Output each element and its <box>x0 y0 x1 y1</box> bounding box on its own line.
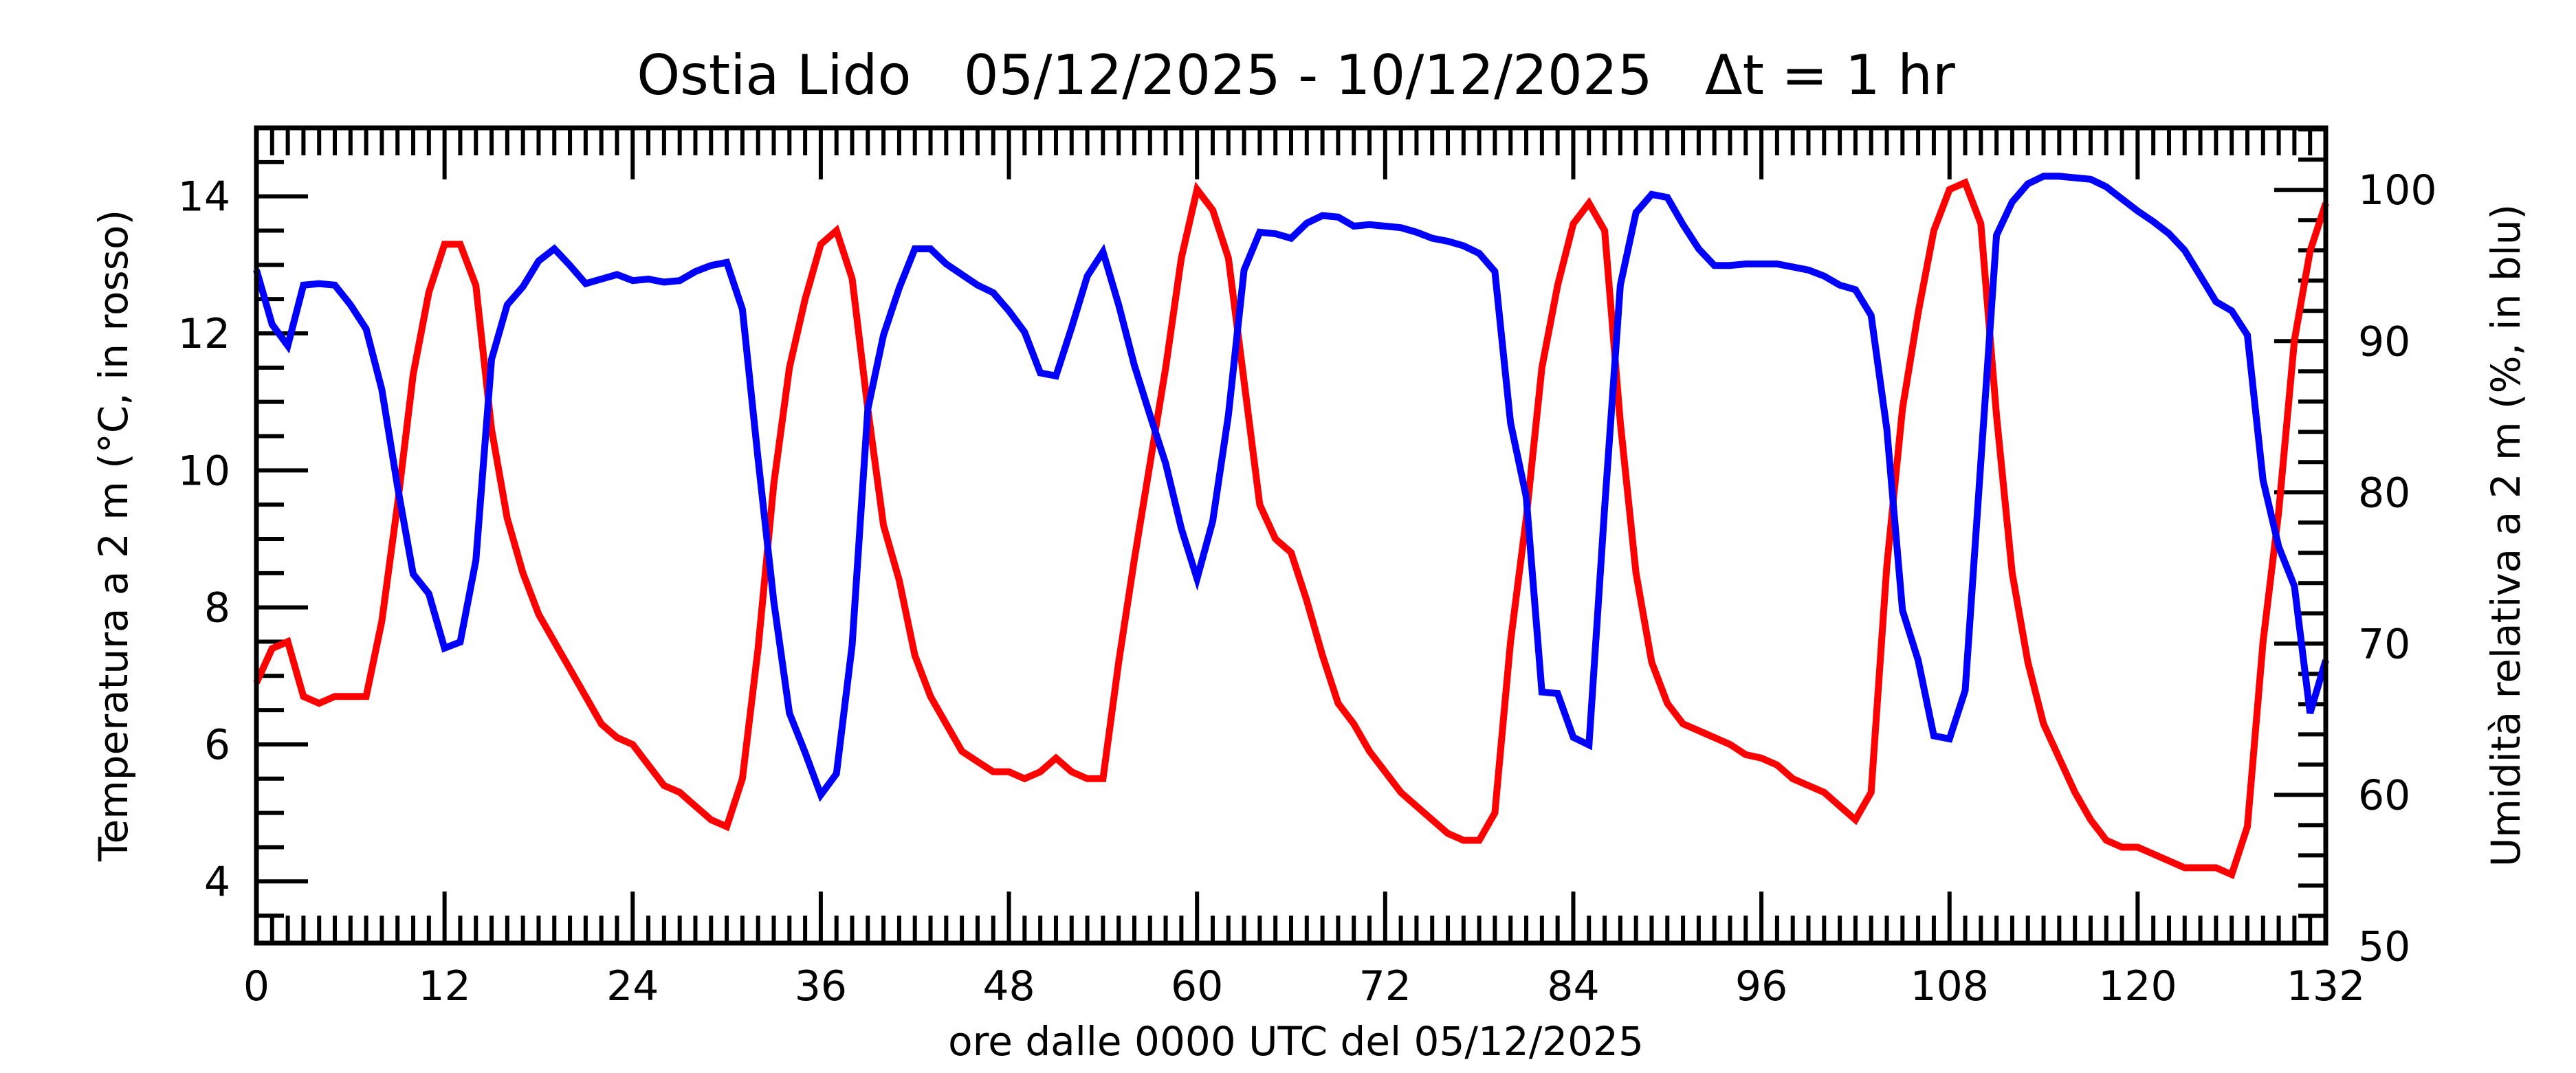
x-tick-label: 72 <box>1359 962 1411 1010</box>
humidity-line <box>253 173 2329 802</box>
x-axis-label: ore dalle 0000 UTC del 05/12/2025 <box>948 1018 1644 1065</box>
y-right-tick-label: 60 <box>2358 771 2410 819</box>
x-tick-label: 84 <box>1547 962 1599 1010</box>
y-left-tick-label: 8 <box>204 584 230 632</box>
x-tick-label: 60 <box>1171 962 1223 1010</box>
x-tick-label: 132 <box>2287 962 2366 1010</box>
y-axis-label-right: Umidità relativa a 2 m (%, in blu) <box>2483 204 2529 867</box>
x-tick-label: 48 <box>982 962 1035 1010</box>
tick-labels: 0 12 24 36 48 60 72 84 96 108 120 132 4 6 8 10 12 14 50 60 7… <box>178 166 2437 1010</box>
temperature-line <box>253 178 2329 880</box>
y-right-tick-label: 90 <box>2358 318 2410 366</box>
y-left-tick-label: 12 <box>178 310 230 358</box>
y-axis-label-left: Temperatura a 2 m (°C, in rosso) <box>90 210 137 862</box>
x-tick-label: 12 <box>418 962 470 1010</box>
x-tick-label: 0 <box>243 962 269 1010</box>
x-tick-label: 120 <box>2098 962 2177 1010</box>
ticks <box>254 126 2328 943</box>
series-lines <box>253 173 2329 880</box>
y-right-tick-label: 80 <box>2358 469 2410 517</box>
chart-title: Ostia Lido 05/12/2025 - 10/12/2025 Δt = … <box>637 43 1955 107</box>
y-left-tick-label: 6 <box>204 721 230 769</box>
y-left-tick-label: 10 <box>178 447 230 495</box>
y-left-tick-label: 4 <box>204 858 230 906</box>
plot-frame <box>254 125 2329 946</box>
y-right-tick-label: 50 <box>2358 922 2410 971</box>
x-tick-label: 96 <box>1735 962 1787 1010</box>
x-tick-label: 24 <box>606 962 659 1010</box>
y-right-tick-label: 70 <box>2358 620 2410 668</box>
x-tick-label: 36 <box>795 962 847 1010</box>
y-right-tick-label: 100 <box>2358 166 2437 214</box>
y-left-tick-label: 14 <box>178 173 230 221</box>
x-tick-label: 108 <box>1910 962 1989 1010</box>
